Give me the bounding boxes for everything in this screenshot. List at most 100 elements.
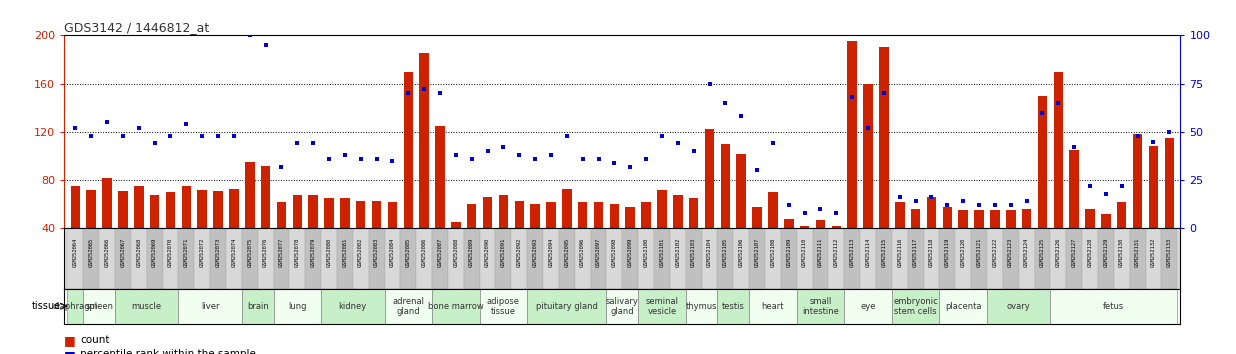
Text: GSM252082: GSM252082 xyxy=(358,238,363,267)
Bar xyxy=(1051,289,1177,324)
Bar xyxy=(1085,209,1095,276)
Bar xyxy=(277,202,287,276)
Text: ■: ■ xyxy=(64,349,77,354)
Bar xyxy=(543,228,559,289)
Bar xyxy=(178,228,194,289)
Text: adrenal
gland: adrenal gland xyxy=(392,297,424,316)
Point xyxy=(1159,129,1179,135)
Bar xyxy=(784,219,794,276)
Bar xyxy=(321,289,384,324)
Text: GSM252120: GSM252120 xyxy=(960,238,965,267)
Bar xyxy=(860,228,876,289)
Bar xyxy=(749,289,797,324)
Bar xyxy=(955,228,971,289)
Bar xyxy=(753,207,761,276)
Bar xyxy=(797,228,812,289)
Point xyxy=(969,202,989,208)
Point xyxy=(572,156,592,162)
Text: GSM252118: GSM252118 xyxy=(929,238,934,267)
Point xyxy=(557,133,577,138)
Text: liver: liver xyxy=(201,302,219,311)
Bar xyxy=(1164,138,1174,276)
Bar xyxy=(971,228,988,289)
Point xyxy=(351,156,371,162)
Bar xyxy=(1114,228,1130,289)
Text: GSM252130: GSM252130 xyxy=(1120,238,1125,267)
Bar xyxy=(433,228,447,289)
Text: GSM252125: GSM252125 xyxy=(1039,238,1044,267)
Bar xyxy=(242,228,257,289)
Text: GSM252097: GSM252097 xyxy=(596,238,601,267)
Bar xyxy=(245,162,255,276)
Text: GSM252129: GSM252129 xyxy=(1104,238,1109,267)
Text: eye: eye xyxy=(860,302,876,311)
Text: GSM252121: GSM252121 xyxy=(976,238,981,267)
Text: GSM252066: GSM252066 xyxy=(105,238,110,267)
Point xyxy=(890,195,910,200)
Text: embryonic
stem cells: embryonic stem cells xyxy=(894,297,938,316)
Bar xyxy=(674,195,682,276)
Point xyxy=(509,152,529,158)
Point xyxy=(98,119,117,125)
Bar xyxy=(435,126,445,276)
Bar xyxy=(403,72,413,276)
Point xyxy=(272,164,292,170)
Bar xyxy=(1101,214,1111,276)
Bar xyxy=(372,201,382,276)
Bar xyxy=(1082,228,1098,289)
Bar xyxy=(150,195,159,276)
Text: GSM252086: GSM252086 xyxy=(421,238,426,267)
Point xyxy=(1048,100,1068,106)
Bar xyxy=(800,226,810,276)
Text: GSM252108: GSM252108 xyxy=(770,238,775,267)
Text: ovary: ovary xyxy=(1007,302,1031,311)
Point xyxy=(1112,183,1132,189)
Text: GSM252094: GSM252094 xyxy=(549,238,554,267)
Text: thymus: thymus xyxy=(686,302,717,311)
Text: GSM252101: GSM252101 xyxy=(660,238,665,267)
Text: GSM252075: GSM252075 xyxy=(247,238,252,267)
Point xyxy=(588,156,608,162)
Bar xyxy=(733,228,749,289)
Point xyxy=(398,90,418,96)
Point xyxy=(684,148,703,154)
Text: salivary
gland: salivary gland xyxy=(606,297,639,316)
Bar xyxy=(607,228,622,289)
Bar xyxy=(641,202,651,276)
Bar xyxy=(1002,228,1018,289)
Point xyxy=(256,42,276,48)
Bar xyxy=(467,204,476,276)
Bar xyxy=(559,228,575,289)
Point xyxy=(985,202,1005,208)
Text: GSM252071: GSM252071 xyxy=(184,238,189,267)
Bar xyxy=(309,195,318,276)
Bar xyxy=(1162,228,1177,289)
Bar xyxy=(1067,228,1082,289)
Bar xyxy=(324,198,334,276)
Bar xyxy=(528,289,607,324)
Bar xyxy=(1018,228,1035,289)
Bar xyxy=(198,190,206,276)
Bar xyxy=(939,228,955,289)
Point xyxy=(795,210,815,216)
Point xyxy=(874,90,894,96)
Bar xyxy=(686,228,702,289)
Point xyxy=(367,156,387,162)
Text: lung: lung xyxy=(288,302,307,311)
Point xyxy=(303,141,323,146)
Text: testis: testis xyxy=(722,302,745,311)
Bar xyxy=(939,289,988,324)
Text: GSM252116: GSM252116 xyxy=(897,238,902,267)
Text: GSM252077: GSM252077 xyxy=(279,238,284,267)
Bar xyxy=(464,228,480,289)
Text: GSM252107: GSM252107 xyxy=(755,238,760,267)
Text: GDS3142 / 1446812_at: GDS3142 / 1446812_at xyxy=(64,21,210,34)
Bar xyxy=(591,228,607,289)
Text: GSM252081: GSM252081 xyxy=(342,238,347,267)
Text: GSM252104: GSM252104 xyxy=(707,238,712,267)
Bar xyxy=(895,202,905,276)
Text: GSM252093: GSM252093 xyxy=(533,238,538,267)
Bar xyxy=(451,222,461,276)
Text: GSM252124: GSM252124 xyxy=(1025,238,1030,267)
Bar xyxy=(131,228,147,289)
